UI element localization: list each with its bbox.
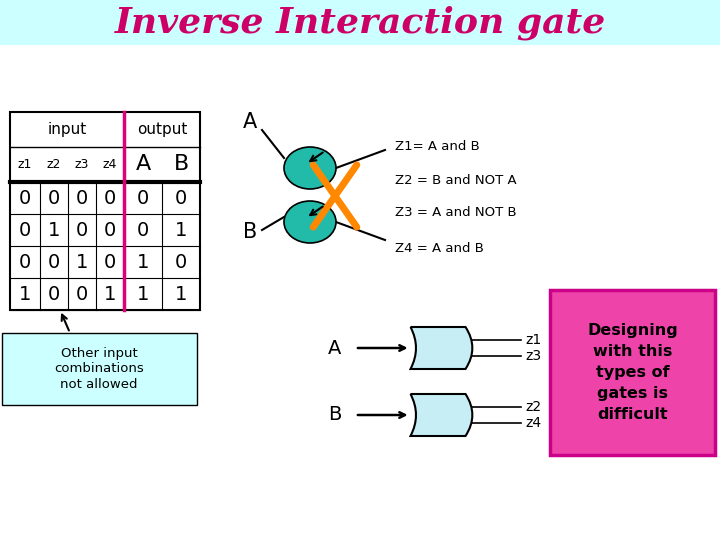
Text: 0: 0 [175, 188, 187, 207]
Bar [10, 112, 200, 310]
Text: z2: z2 [526, 401, 541, 414]
Text: Z4 = A and B: Z4 = A and B [395, 241, 484, 254]
Text: 0: 0 [48, 285, 60, 303]
PathPatch shape [410, 327, 472, 369]
Text: A: A [135, 154, 150, 174]
Text: 0: 0 [19, 220, 31, 240]
Text: 0: 0 [104, 253, 116, 272]
Text: A: A [328, 339, 342, 357]
Text: Designing
with this
types of
gates is
difficult: Designing with this types of gates is di… [587, 323, 678, 422]
Ellipse shape [284, 201, 336, 243]
Text: z1: z1 [18, 158, 32, 171]
Text: 0: 0 [104, 220, 116, 240]
Text: A: A [243, 112, 257, 132]
Bar [2, 333, 197, 405]
Text: 1: 1 [48, 220, 60, 240]
Text: 1: 1 [175, 220, 187, 240]
Text: z3: z3 [75, 158, 89, 171]
Text: z4: z4 [526, 416, 541, 429]
Text: 0: 0 [76, 188, 88, 207]
Text: z1: z1 [526, 333, 541, 347]
Text: 0: 0 [48, 188, 60, 207]
Ellipse shape [284, 147, 336, 189]
Text: 0: 0 [175, 253, 187, 272]
Text: 1: 1 [104, 285, 116, 303]
Text: output: output [137, 122, 187, 137]
Text: 0: 0 [76, 285, 88, 303]
Text: 0: 0 [137, 220, 149, 240]
Text: 0: 0 [19, 188, 31, 207]
Text: 0: 0 [48, 253, 60, 272]
Text: B: B [328, 406, 342, 424]
Text: Inverse Interaction gate: Inverse Interaction gate [114, 5, 606, 40]
Text: z4: z4 [103, 158, 117, 171]
Text: 0: 0 [137, 188, 149, 207]
Text: Other input
combinations
not allowed: Other input combinations not allowed [54, 348, 144, 390]
Text: 0: 0 [104, 188, 116, 207]
Bar [550, 290, 715, 455]
Text: B: B [174, 154, 189, 174]
Bar [0, 0, 720, 45]
Text: B: B [243, 222, 257, 242]
Text: z2: z2 [47, 158, 61, 171]
Text: 1: 1 [137, 285, 149, 303]
Text: input: input [48, 122, 86, 137]
Text: 0: 0 [76, 220, 88, 240]
Text: 1: 1 [76, 253, 88, 272]
Text: 0: 0 [19, 253, 31, 272]
Text: 1: 1 [19, 285, 31, 303]
Text: z3: z3 [526, 348, 541, 362]
Text: Z3 = A and NOT B: Z3 = A and NOT B [395, 206, 517, 219]
Text: Z1= A and B: Z1= A and B [395, 140, 480, 153]
Text: Z2 = B and NOT A: Z2 = B and NOT A [395, 173, 517, 186]
Text: 1: 1 [175, 285, 187, 303]
PathPatch shape [410, 394, 472, 436]
Text: 1: 1 [137, 253, 149, 272]
